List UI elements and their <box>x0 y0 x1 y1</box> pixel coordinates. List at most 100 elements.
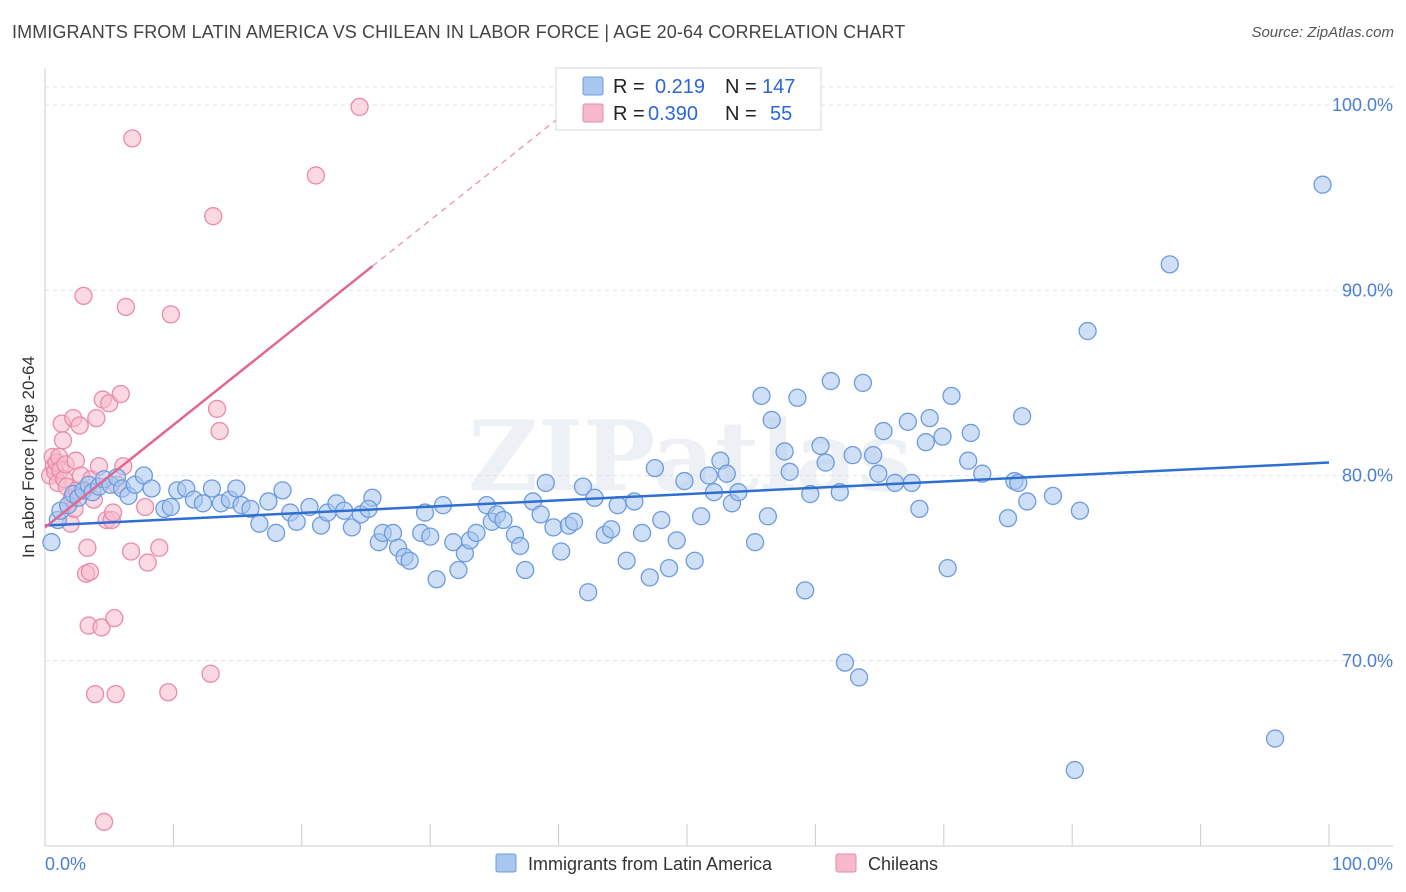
chilean-point <box>87 408 106 428</box>
immigrant-point <box>578 583 598 602</box>
immigrant-point <box>1065 760 1084 780</box>
chilean-point <box>74 286 93 305</box>
immigrant-point <box>780 462 799 481</box>
immigrant-point <box>202 479 222 498</box>
chilean-point <box>94 812 114 832</box>
x-ticks <box>172 824 1330 846</box>
y-axis-label: In Labor Force | Age 20-64 <box>19 356 38 558</box>
chilean-point <box>80 562 100 581</box>
immigrant-point <box>699 466 718 485</box>
chilean-point <box>207 399 227 418</box>
immigrant-point <box>758 507 778 526</box>
chilean-point <box>116 297 136 317</box>
immigrant-point <box>510 536 530 556</box>
chart-source: Source: ZipAtlas.com <box>1251 24 1394 41</box>
immigrant-point <box>795 581 815 600</box>
legend-swatch-immigrants <box>495 853 517 873</box>
immigrant-point <box>775 442 794 461</box>
chilean-point <box>111 384 130 404</box>
chilean-point <box>350 97 369 117</box>
chilean-point <box>306 166 326 185</box>
immigrant-point <box>961 423 980 443</box>
immigrant-point <box>193 494 213 513</box>
chilean-point <box>161 305 180 324</box>
immigrant-point <box>573 477 593 496</box>
chilean-point <box>70 416 89 435</box>
chilean-point <box>136 497 155 517</box>
immigrant-point <box>835 653 855 672</box>
immigrant-point <box>1070 501 1090 520</box>
immigrant-point <box>640 568 659 587</box>
immigrant-point <box>874 421 893 441</box>
stats-pink-n-label: N = <box>725 103 757 125</box>
stats-pink-r-value: 0.390 <box>648 103 698 125</box>
immigrant-point <box>849 668 869 687</box>
immigrant-point <box>552 542 571 561</box>
immigrant-point <box>421 527 440 546</box>
immigrant-point <box>602 520 621 539</box>
immigrant-point <box>1160 255 1179 274</box>
immigrant-point <box>998 508 1018 528</box>
chilean-point <box>150 538 169 557</box>
immigrant-point <box>898 412 917 431</box>
immigrant-point <box>241 499 260 519</box>
immigrant-point <box>259 492 278 511</box>
immigrant-point <box>287 512 306 531</box>
immigrant-point <box>250 514 269 533</box>
chilean-point <box>201 664 220 683</box>
immigrant-point <box>266 523 286 543</box>
immigrant-point <box>685 551 704 570</box>
stats-legend: R = 0.219 N = 147 R = 0.390 N = 55 <box>555 67 822 131</box>
immigrant-point <box>717 464 736 483</box>
chilean-point <box>85 684 105 704</box>
immigrant-point <box>1265 729 1285 748</box>
immigrant-point <box>959 451 978 470</box>
chilean-point <box>92 618 111 637</box>
immigrant-point <box>910 499 929 519</box>
immigrant-point <box>536 473 555 493</box>
immigrant-point <box>933 427 952 446</box>
immigrant-point <box>142 479 161 498</box>
immigrant-point <box>494 510 513 530</box>
immigrant-point <box>467 523 486 543</box>
stats-pink-n-value: 55 <box>770 103 792 125</box>
immigrant-point <box>973 464 992 483</box>
immigrant-point <box>864 445 883 465</box>
immigrant-point <box>752 386 771 406</box>
immigrant-point <box>161 497 180 517</box>
immigrant-point <box>1313 175 1332 194</box>
immigrant-point <box>869 464 888 483</box>
chilean-point <box>123 129 142 148</box>
chart-title: IMMIGRANTS FROM LATIN AMERICA VS CHILEAN… <box>12 22 906 42</box>
immigrant-point <box>659 558 679 578</box>
immigrant-point <box>273 481 292 500</box>
immigrant-point <box>42 533 61 552</box>
immigrant-point <box>544 518 563 537</box>
stats-pink-r-label: R = <box>613 103 645 125</box>
immigrant-point <box>675 471 694 491</box>
legend-label-immigrants: Immigrants from Latin America <box>528 854 773 874</box>
immigrant-point <box>942 386 961 406</box>
chilean-point <box>103 503 123 522</box>
trend-lines <box>44 117 1330 529</box>
immigrant-point <box>1018 492 1037 511</box>
immigrant-point <box>632 523 652 543</box>
immigrant-point <box>745 533 765 552</box>
immigrant-point <box>427 570 446 589</box>
immigrant-point <box>762 410 781 430</box>
stats-pink-swatch <box>582 103 604 123</box>
trend-line-chileans <box>44 265 374 529</box>
chilean-point <box>121 542 141 561</box>
stats-blue-r-value: 0.219 <box>655 76 705 98</box>
chilean-point <box>106 684 125 704</box>
immigrant-point <box>400 551 419 570</box>
immigrant-point <box>916 433 935 452</box>
immigrant-point <box>652 510 671 530</box>
y-tick-label: 90.0% <box>1342 280 1393 300</box>
immigrant-point <box>1012 407 1032 426</box>
immigrant-point <box>608 496 627 515</box>
immigrant-point <box>342 518 362 537</box>
chilean-point <box>138 553 157 572</box>
series-immigrants-latin-america <box>42 175 1332 780</box>
